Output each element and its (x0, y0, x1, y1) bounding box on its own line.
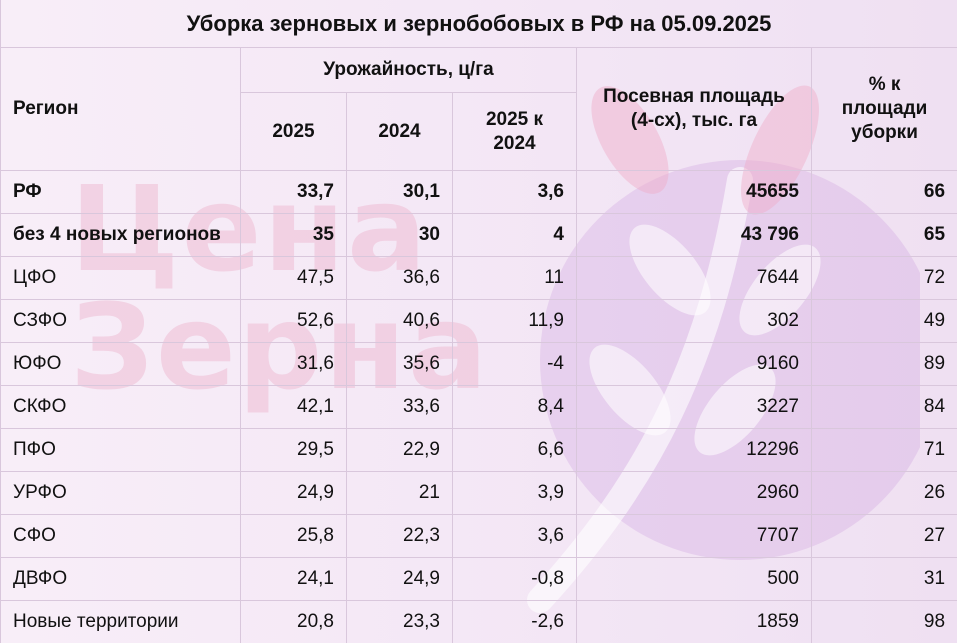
region-cell: ДВФО (0, 557, 241, 601)
yield-diff-cell: -2,6 (452, 600, 577, 643)
pct-cell: 65 (810, 213, 957, 257)
table-row: СЗФО 52,6 40,6 11,9 302 49 (0, 299, 957, 343)
area-cell: 12296 (576, 428, 812, 472)
yield-2024-cell: 40,6 (346, 299, 453, 343)
yield-2025-cell: 35 (240, 213, 347, 257)
pct-cell: 26 (810, 471, 957, 515)
region-cell: без 4 новых регионов (0, 213, 241, 257)
region-cell: СФО (0, 514, 241, 558)
table-row: СФО 25,8 22,3 3,6 7707 27 (0, 514, 957, 558)
area-cell: 7644 (576, 256, 812, 300)
region-cell: ЦФО (0, 256, 241, 300)
header-region: Регион (0, 47, 241, 171)
table-row: СКФО 42,1 33,6 8,4 3227 84 (0, 385, 957, 429)
yield-2025-cell: 24,1 (240, 557, 347, 601)
header-2025: 2025 (240, 92, 347, 171)
yield-diff-cell: 3,9 (452, 471, 577, 515)
header-2024: 2024 (346, 92, 453, 171)
table-row: ДВФО 24,1 24,9 -0,8 500 31 (0, 557, 957, 601)
yield-2025-cell: 47,5 (240, 256, 347, 300)
table-title: Уборка зерновых и зернобобовых в РФ на 0… (0, 0, 957, 48)
yield-2025-cell: 20,8 (240, 600, 347, 643)
table-body: РФ 33,7 30,1 3,6 45655 66 без 4 новых регионов… (0, 170, 957, 643)
table-row: без 4 новых регионов 35 30 4 43 796 65 (0, 213, 957, 257)
table-row: ЮФО 31,6 35,6 -4 9160 89 (0, 342, 957, 386)
yield-2025-cell: 29,5 (240, 428, 347, 472)
area-cell: 43 796 (576, 213, 812, 257)
yield-diff-cell: 6,6 (452, 428, 577, 472)
yield-2024-cell: 36,6 (346, 256, 453, 300)
yield-2024-cell: 22,3 (346, 514, 453, 558)
yield-2025-cell: 31,6 (240, 342, 347, 386)
table-row: УРФО 24,9 21 3,9 2960 26 (0, 471, 957, 515)
pct-cell: 89 (810, 342, 957, 386)
yield-2024-cell: 30 (346, 213, 453, 257)
area-cell: 2960 (576, 471, 812, 515)
pct-cell: 98 (810, 600, 957, 643)
table-row: ЦФО 47,5 36,6 11 7644 72 (0, 256, 957, 300)
yield-2025-cell: 24,9 (240, 471, 347, 515)
yield-2024-cell: 23,3 (346, 600, 453, 643)
yield-2024-cell: 33,6 (346, 385, 453, 429)
area-cell: 45655 (576, 170, 812, 214)
yield-diff-cell: -0,8 (452, 557, 577, 601)
area-cell: 1859 (576, 600, 812, 643)
area-cell: 3227 (576, 385, 812, 429)
region-cell: ЮФО (0, 342, 241, 386)
region-cell: ПФО (0, 428, 241, 472)
yield-2024-cell: 21 (346, 471, 453, 515)
area-cell: 500 (576, 557, 812, 601)
header-area: Посевная площадь (4-сх), тыс. га (576, 47, 812, 171)
yield-2025-cell: 25,8 (240, 514, 347, 558)
region-cell: СЗФО (0, 299, 241, 343)
yield-diff-cell: 3,6 (452, 170, 577, 214)
region-cell: Новые территории (0, 600, 241, 643)
region-cell: УРФО (0, 471, 241, 515)
header-pct: % к площади уборки (810, 47, 957, 171)
yield-2025-cell: 52,6 (240, 299, 347, 343)
area-cell: 302 (576, 299, 812, 343)
pct-cell: 66 (810, 170, 957, 214)
header-yield-group: Урожайность, ц/га (240, 47, 577, 93)
yield-2024-cell: 24,9 (346, 557, 453, 601)
region-cell: РФ (0, 170, 241, 214)
pct-cell: 84 (810, 385, 957, 429)
table-row: ПФО 29,5 22,9 6,6 12296 71 (0, 428, 957, 472)
pct-cell: 27 (810, 514, 957, 558)
pct-cell: 71 (810, 428, 957, 472)
pct-cell: 72 (810, 256, 957, 300)
area-cell: 7707 (576, 514, 812, 558)
region-cell: СКФО (0, 385, 241, 429)
header-diff: 2025 к 2024 (452, 92, 577, 171)
pct-cell: 31 (810, 557, 957, 601)
yield-diff-cell: 11 (452, 256, 577, 300)
table-row: РФ 33,7 30,1 3,6 45655 66 (0, 170, 957, 214)
yield-2024-cell: 30,1 (346, 170, 453, 214)
yield-diff-cell: -4 (452, 342, 577, 386)
yield-diff-cell: 3,6 (452, 514, 577, 558)
yield-2025-cell: 42,1 (240, 385, 347, 429)
area-cell: 9160 (576, 342, 812, 386)
yield-2024-cell: 22,9 (346, 428, 453, 472)
yield-diff-cell: 4 (452, 213, 577, 257)
yield-2025-cell: 33,7 (240, 170, 347, 214)
pct-cell: 49 (810, 299, 957, 343)
yield-diff-cell: 11,9 (452, 299, 577, 343)
yield-2024-cell: 35,6 (346, 342, 453, 386)
table-row: Новые территории 20,8 23,3 -2,6 1859 98 (0, 600, 957, 643)
yield-diff-cell: 8,4 (452, 385, 577, 429)
